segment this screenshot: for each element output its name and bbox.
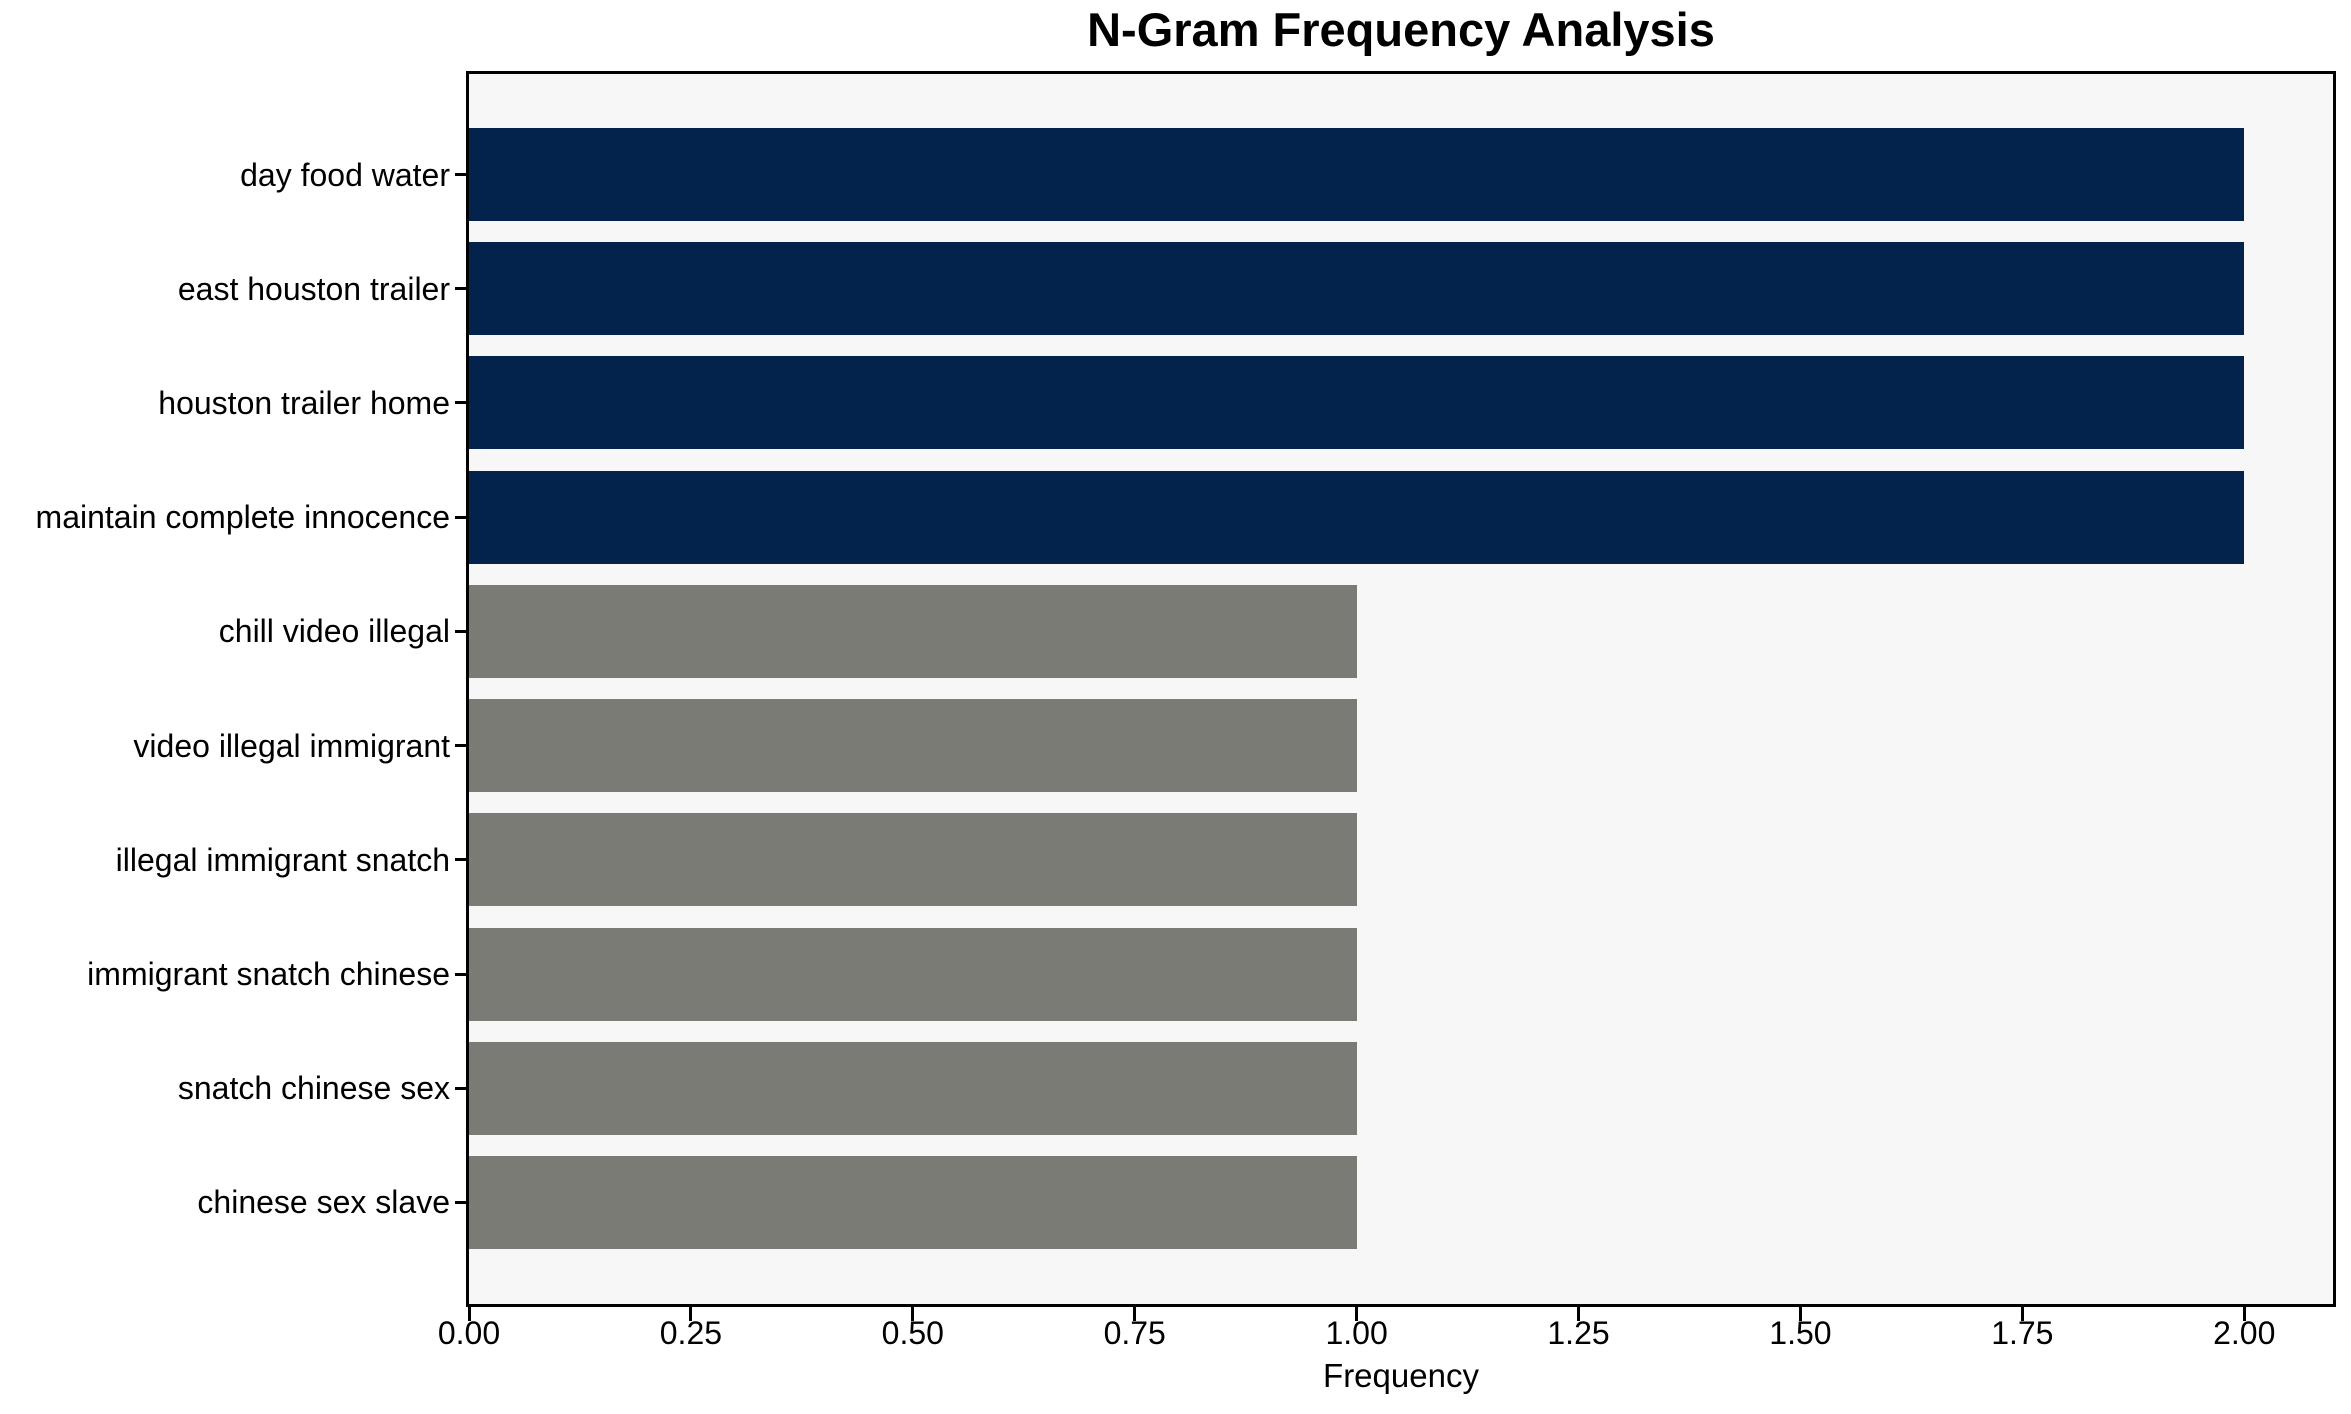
bar-7 <box>469 927 1357 1021</box>
x-tick-mark <box>2242 1307 2246 1321</box>
y-tick-mark <box>455 744 466 748</box>
bar-5 <box>469 699 1357 793</box>
y-tick-label: houston trailer home <box>158 384 450 421</box>
x-tick-label: 2.00 <box>2213 1315 2276 1351</box>
y-tick-label: east houston trailer <box>177 270 450 307</box>
x-tick-label: 1.25 <box>1547 1315 1610 1351</box>
x-tick-label: 1.00 <box>1325 1315 1388 1351</box>
y-tick-mark <box>455 173 466 176</box>
y-tick-mark <box>455 401 466 405</box>
x-tick-label: 0.00 <box>437 1315 501 1351</box>
x-tick-mark <box>467 1307 471 1321</box>
y-tick-label: snatch chinese sex <box>177 1070 450 1107</box>
y-tick-mark <box>455 972 466 976</box>
x-tick-mark <box>1577 1307 1581 1321</box>
x-tick-mark <box>2020 1307 2024 1321</box>
bar-1 <box>469 242 2245 336</box>
bar-0 <box>469 128 2245 221</box>
bar-6 <box>469 813 1357 907</box>
y-tick-label: immigrant snatch chinese <box>87 956 450 993</box>
x-tick-label: 0.25 <box>659 1315 723 1351</box>
y-tick-mark <box>455 515 466 519</box>
bar-9 <box>469 1155 1357 1249</box>
bar-2 <box>469 356 2245 450</box>
x-tick-label: 1.75 <box>1991 1315 2054 1351</box>
y-tick-mark <box>455 1086 466 1090</box>
y-tick-mark <box>455 287 466 291</box>
x-tick-mark <box>1355 1307 1359 1321</box>
chart-title: N-Gram Frequency Analysis <box>1087 3 1715 56</box>
bar-3 <box>469 470 2245 564</box>
y-tick-mark <box>455 858 466 862</box>
y-tick-mark <box>455 1200 466 1204</box>
y-tick-mark <box>455 629 466 633</box>
x-axis-label: Frequency <box>1323 1357 1479 1394</box>
plot-area <box>466 71 2336 1307</box>
y-tick-label: day food water <box>240 156 450 193</box>
bar-4 <box>469 584 1357 678</box>
y-tick-label: chinese sex slave <box>197 1184 450 1221</box>
x-tick-mark <box>911 1307 915 1321</box>
y-tick-label: maintain complete innocence <box>35 499 450 536</box>
y-tick-label: chill video illegal <box>218 613 450 650</box>
y-tick-label: video illegal immigrant <box>133 727 450 764</box>
x-tick-mark <box>1798 1307 1802 1321</box>
x-tick-mark <box>1133 1307 1137 1321</box>
x-tick-label: 0.50 <box>881 1315 944 1351</box>
bar-8 <box>469 1041 1357 1135</box>
x-tick-label: 1.50 <box>1769 1315 1832 1351</box>
x-tick-label: 0.75 <box>1103 1315 1166 1351</box>
y-tick-label: illegal immigrant snatch <box>115 841 450 878</box>
x-tick-mark <box>689 1307 693 1321</box>
